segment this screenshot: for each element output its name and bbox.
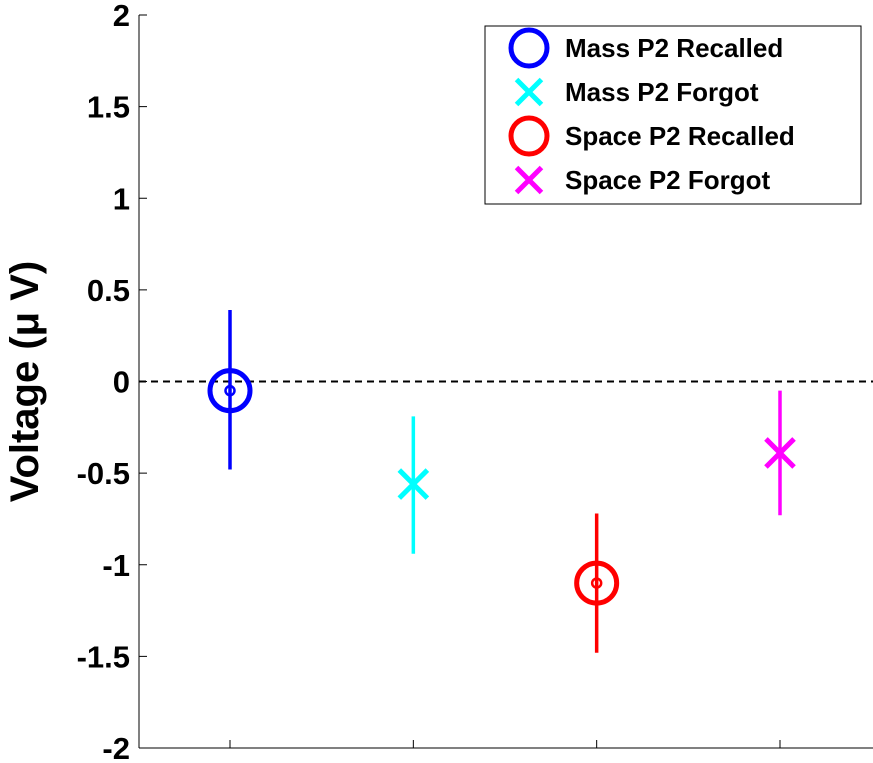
legend-label: Space P2 Forgot: [565, 165, 770, 195]
series-2: [397, 416, 430, 554]
series-4: [764, 390, 796, 516]
data-point-center: [590, 577, 603, 589]
data-point: [764, 437, 796, 469]
legend: Mass P2 Recalled Mass P2 Forgot Space P2 R…: [484, 25, 862, 205]
legend-entry: Mass P2 Forgot: [514, 77, 759, 107]
y-axis: -2 -1.5 -1 -0.5 0 0.5 1 1.5 2: [77, 0, 147, 763]
data-point: [574, 560, 620, 606]
data-point: [397, 468, 430, 500]
y-tick-label: 2: [113, 0, 130, 33]
y-tick-label: -1.5: [77, 639, 130, 674]
data-point: [207, 368, 253, 414]
y-tick-label: 1.5: [87, 90, 130, 125]
y-tick-label: -0.5: [77, 456, 130, 491]
legend-label: Space P2 Recalled: [565, 121, 795, 151]
legend-marker: [514, 77, 544, 107]
legend-marker: [508, 27, 550, 69]
legend-marker: [514, 165, 544, 195]
y-axis-label: Voltage (μ V): [3, 261, 47, 503]
data-marks: [207, 310, 796, 653]
series-1: [207, 310, 253, 470]
legend-label: Mass P2 Forgot: [565, 77, 759, 107]
series-3: [574, 513, 620, 653]
y-tick-label: 0: [113, 365, 130, 400]
legend-entry: Space P2 Recalled: [508, 115, 795, 157]
y-tick-label: 1: [113, 181, 130, 216]
y-tick-label: -1: [102, 548, 130, 583]
data-point-center: [224, 384, 236, 397]
legend-label: Mass P2 Recalled: [565, 33, 783, 63]
legend-marker: [508, 115, 550, 157]
y-tick-label: -2: [102, 731, 130, 763]
x-axis: [139, 740, 873, 749]
legend-entry: Mass P2 Recalled: [508, 27, 783, 69]
y-tick-label: 0.5: [87, 273, 130, 308]
legend-entry: Space P2 Forgot: [514, 165, 770, 195]
